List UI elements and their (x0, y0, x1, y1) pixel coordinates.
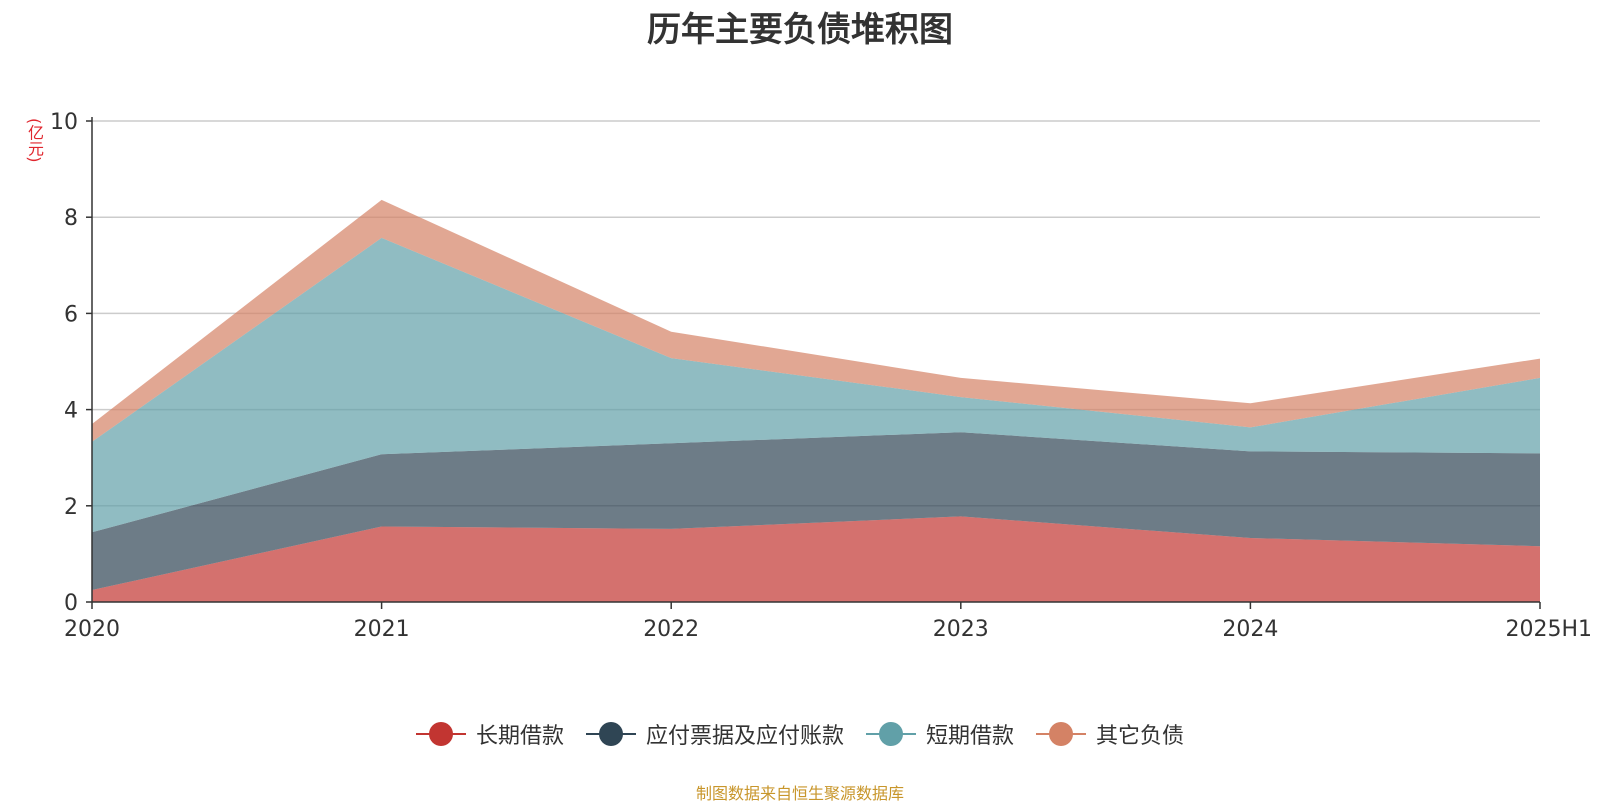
legend: 长期借款 应付票据及应付账款 短期借款 其它负债 (0, 718, 1600, 750)
legend-label: 其它负债 (1096, 724, 1185, 749)
area-series-1 (92, 516, 1540, 602)
x-tick-label: 2023 (933, 617, 989, 642)
area-series-3 (92, 237, 1540, 533)
area-series-4 (92, 199, 1540, 442)
x-tick-label: 2024 (1222, 617, 1278, 642)
y-tick-label: 2 (64, 495, 78, 520)
y-tick-label: 0 (64, 591, 78, 616)
legend-label: 短期借款 (926, 724, 1015, 749)
legend-item-4[interactable]: 其它负债 (1036, 718, 1184, 750)
legend-item-2[interactable]: 应付票据及应付账款 (585, 718, 844, 750)
legend-marker-icon (1036, 722, 1087, 746)
y-tick-label: 10 (50, 110, 78, 135)
legend-marker-icon (585, 722, 636, 746)
legend-marker-icon (415, 722, 466, 746)
legend-label: 长期借款 (475, 724, 564, 749)
axes: 0 2 4 6 8 10 2020 2021 2022 2023 2024 2025H1 (50, 110, 1592, 642)
x-tick-label: 2020 (64, 617, 120, 642)
y-tick-label: 4 (64, 399, 78, 424)
y-tick-label: 8 (64, 206, 78, 231)
legend-item-1[interactable]: 长期借款 (415, 718, 564, 750)
x-tick-label: 2021 (354, 617, 410, 642)
y-axis-unit-label: (亿元) (25, 118, 44, 163)
legend-marker-icon (866, 722, 916, 746)
legend-label: 应付票据及应付账款 (645, 724, 844, 749)
x-tick-label: 2025H1 (1505, 617, 1592, 642)
legend-item-3[interactable]: 短期借款 (866, 718, 1014, 750)
y-tick-label: 6 (64, 302, 78, 327)
x-tick-label: 2022 (643, 617, 699, 642)
area-series (92, 199, 1540, 602)
data-source-note: 制图数据来自恒生聚源数据库 (695, 784, 904, 803)
chart-title: 历年主要负债堆积图 (647, 10, 953, 50)
area-series-2 (92, 432, 1540, 590)
